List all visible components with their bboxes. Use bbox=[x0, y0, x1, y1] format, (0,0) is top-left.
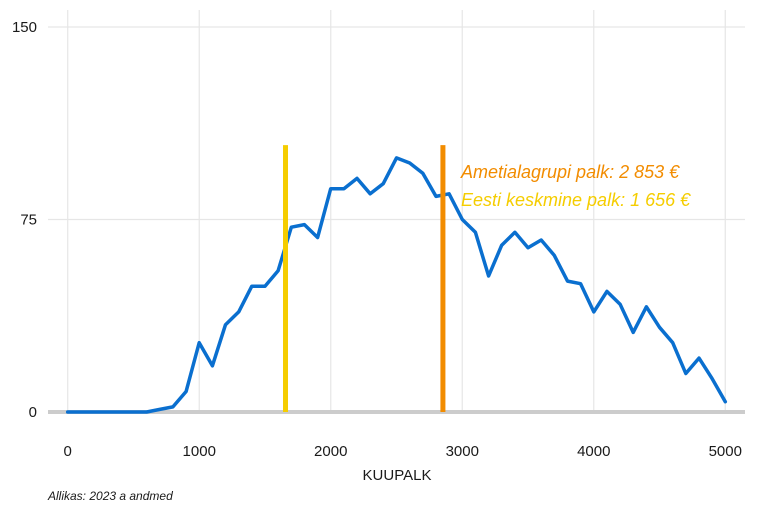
x-tick-label: 3000 bbox=[446, 443, 479, 460]
tick-labels: 0 1000 2000 3000 4000 5000 0 75 150 bbox=[12, 19, 742, 460]
y-tick-label: 0 bbox=[29, 404, 37, 421]
reference-lines bbox=[283, 145, 446, 412]
gridlines bbox=[48, 10, 745, 412]
series-lines bbox=[65, 156, 728, 414]
x-tick-label: 1000 bbox=[183, 443, 216, 460]
x-tick-label: 0 bbox=[64, 443, 72, 460]
occupation-salary-annotation: Ametialagrupi palk: 2 853 € bbox=[460, 162, 680, 182]
x-axis-label: KUUPALK bbox=[363, 467, 432, 484]
y-tick-label: 75 bbox=[20, 212, 37, 229]
x-tick-label: 5000 bbox=[709, 443, 742, 460]
source-note: Allikas: 2023 a andmed bbox=[48, 489, 173, 503]
x-tick-label: 2000 bbox=[314, 443, 347, 460]
annotations: Ametialagrupi palk: 2 853 € Eesti keskmin… bbox=[460, 162, 691, 210]
series-line bbox=[65, 156, 728, 414]
y-tick-label: 150 bbox=[12, 19, 37, 36]
national-average-annotation: Eesti keskmine palk: 1 656 € bbox=[461, 190, 691, 210]
x-tick-label: 4000 bbox=[577, 443, 610, 460]
